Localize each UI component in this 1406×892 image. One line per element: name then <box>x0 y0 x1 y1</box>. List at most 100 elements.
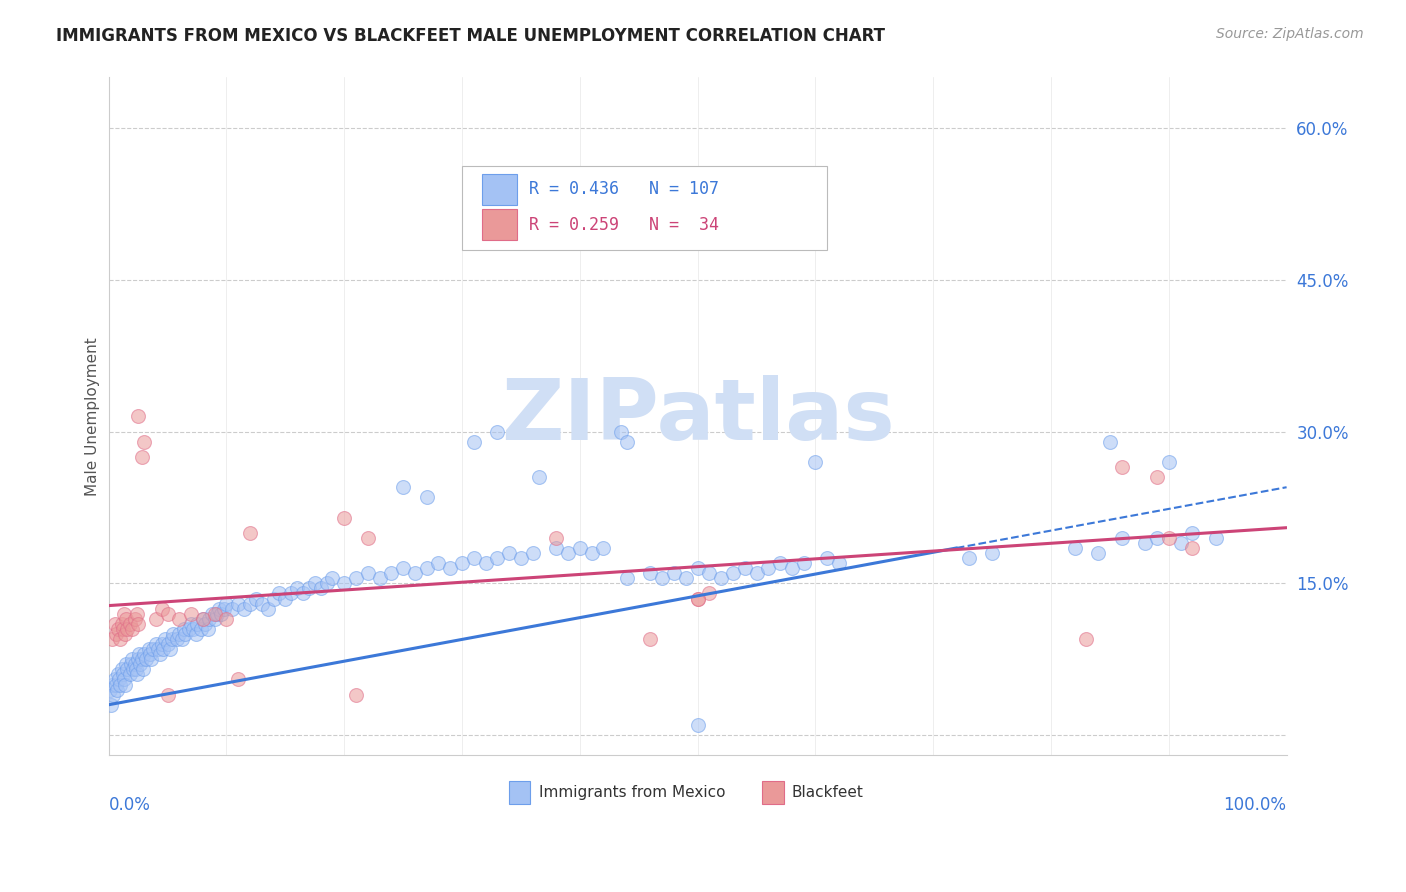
Point <box>1170 536 1192 550</box>
Point <box>186 616 208 631</box>
Point <box>156 607 179 621</box>
Point <box>498 546 520 560</box>
Point <box>115 657 138 672</box>
Point <box>640 566 662 581</box>
Point <box>344 688 367 702</box>
Point <box>124 657 146 672</box>
Point <box>1205 531 1227 545</box>
Point <box>392 561 415 575</box>
Point <box>127 616 149 631</box>
Point <box>114 677 136 691</box>
Text: IMMIGRANTS FROM MEXICO VS BLACKFEET MALE UNEMPLOYMENT CORRELATION CHART: IMMIGRANTS FROM MEXICO VS BLACKFEET MALE… <box>56 27 886 45</box>
Point <box>304 576 326 591</box>
Point <box>368 571 391 585</box>
Point <box>640 632 662 646</box>
Point <box>269 586 291 600</box>
Point <box>194 616 217 631</box>
Text: Blackfeet: Blackfeet <box>792 785 863 800</box>
Point <box>1181 541 1204 555</box>
Point <box>205 607 228 621</box>
Point <box>285 582 308 596</box>
Point <box>215 597 238 611</box>
FancyBboxPatch shape <box>509 780 530 805</box>
Point <box>197 612 219 626</box>
Point <box>197 622 219 636</box>
Point <box>344 571 367 585</box>
Point <box>616 571 638 585</box>
Point <box>392 480 415 494</box>
Point <box>675 571 697 585</box>
Point <box>139 647 162 661</box>
Point <box>129 657 152 672</box>
Point <box>1111 531 1133 545</box>
Point <box>149 647 172 661</box>
Point <box>616 434 638 449</box>
Point <box>104 627 127 641</box>
Text: 0.0%: 0.0% <box>108 796 150 814</box>
Point <box>315 576 337 591</box>
Y-axis label: Male Unemployment: Male Unemployment <box>86 337 100 496</box>
Point <box>127 409 149 424</box>
Point <box>256 601 278 615</box>
FancyBboxPatch shape <box>482 210 517 240</box>
Point <box>101 677 124 691</box>
Point <box>686 718 709 732</box>
Point <box>1076 632 1098 646</box>
Point <box>828 556 851 570</box>
Point <box>263 591 285 606</box>
Point <box>107 622 129 636</box>
Point <box>233 601 256 615</box>
Point <box>292 586 315 600</box>
Point <box>139 652 162 666</box>
Point <box>1146 531 1168 545</box>
Point <box>357 566 380 581</box>
Point <box>581 546 603 560</box>
Point <box>127 652 149 666</box>
Point <box>169 627 191 641</box>
Point <box>180 607 202 621</box>
Point <box>404 566 426 581</box>
Point <box>215 612 238 626</box>
Point <box>793 556 815 570</box>
Point <box>177 622 200 636</box>
Point <box>509 551 531 566</box>
Point <box>103 688 125 702</box>
Point <box>128 647 150 661</box>
Point <box>380 566 402 581</box>
Point <box>1087 546 1109 560</box>
Point <box>125 662 148 676</box>
Point <box>105 682 128 697</box>
Point <box>124 612 146 626</box>
Point <box>98 682 121 697</box>
Point <box>1157 531 1180 545</box>
Point <box>131 652 153 666</box>
Point <box>132 662 155 676</box>
Point <box>107 667 129 681</box>
FancyBboxPatch shape <box>463 166 827 251</box>
Point <box>651 571 673 585</box>
Point <box>769 556 792 570</box>
Text: Immigrants from Mexico: Immigrants from Mexico <box>538 785 725 800</box>
Point <box>111 667 134 681</box>
Point <box>981 546 1004 560</box>
Point <box>756 561 779 575</box>
FancyBboxPatch shape <box>482 174 517 204</box>
Text: R = 0.259   N =  34: R = 0.259 N = 34 <box>529 216 718 234</box>
Point <box>1111 460 1133 475</box>
Point <box>110 616 132 631</box>
Point <box>145 612 167 626</box>
Point <box>427 556 450 570</box>
Point <box>721 566 744 581</box>
Point <box>204 607 226 621</box>
Point <box>191 612 214 626</box>
Point <box>568 541 591 555</box>
Point <box>153 632 176 646</box>
Point <box>183 622 205 636</box>
Point <box>239 597 262 611</box>
Point <box>120 657 142 672</box>
Point <box>115 612 138 626</box>
Point <box>280 586 302 600</box>
Point <box>121 622 143 636</box>
Point <box>112 607 135 621</box>
Point <box>1146 470 1168 484</box>
